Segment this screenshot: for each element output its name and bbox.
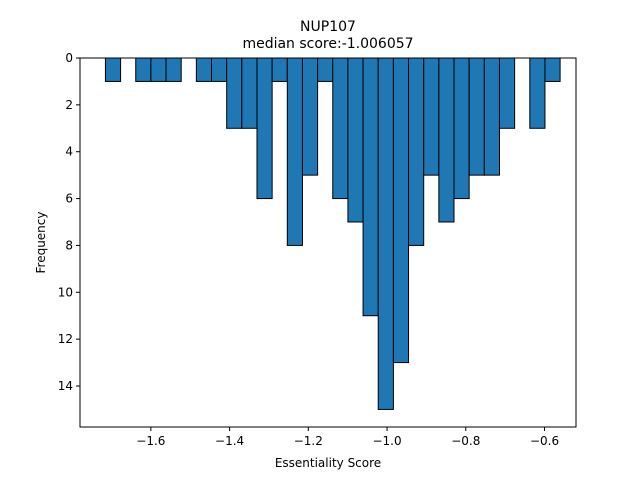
histogram-bar [256,57,273,200]
plot-frame [79,57,577,428]
x-axis-label: Essentiality Score [275,456,381,470]
x-tick-label: −1.6 [136,434,165,448]
y-tick-label: 2 [65,98,73,112]
y-axis-ticks: 0 2 4 6 8 10 12 14 [58,51,80,393]
x-tick-label: −1.2 [294,434,323,448]
x-tick-label: −0.6 [530,434,559,448]
histogram-bar [423,57,440,176]
y-axis-label: Frequency [34,212,48,274]
histogram-bar [332,57,349,200]
histogram-bar [286,57,303,246]
y-tick-label: 6 [65,192,73,206]
y-tick-label: 12 [58,332,73,346]
histogram-bar [226,57,243,129]
y-tick-label: 14 [58,379,73,393]
chart-title: NUP107 [300,19,356,35]
y-tick-label: 0 [65,51,73,65]
y-tick-label: 10 [58,285,73,299]
histogram-bar [438,57,455,223]
histogram-bar [392,57,410,364]
histogram-bar [104,57,122,82]
histogram-bar [195,57,213,82]
y-tick-label: 4 [65,145,73,159]
histogram-bar [408,57,425,246]
histogram-bar [150,57,167,82]
x-axis-ticks: −1.6 −1.4 −1.2 −1.0 −0.8 −0.6 [136,427,559,448]
histogram-bar [301,57,319,176]
histogram-bar [483,57,500,176]
x-tick-label: −1.0 [372,434,401,448]
histogram-bar [317,57,334,82]
histogram-bar [347,57,364,223]
x-tick-label: −1.4 [215,434,244,448]
histogram-bar [453,57,470,200]
histogram-bar [241,57,258,129]
chart-subtitle: median score:-1.006057 [242,36,413,52]
histogram-bar [362,57,379,317]
histogram-bar [165,57,182,82]
histogram-bar [211,57,228,82]
histogram-bar [498,57,516,129]
x-tick-label: −0.8 [451,434,480,448]
y-tick-label: 8 [65,238,73,252]
histogram-bar [271,57,288,82]
histogram-bar [544,57,561,82]
histogram-bar [135,57,152,82]
histogram-bar [468,57,485,176]
histogram-bar [377,57,394,410]
histogram-bar [529,57,546,129]
